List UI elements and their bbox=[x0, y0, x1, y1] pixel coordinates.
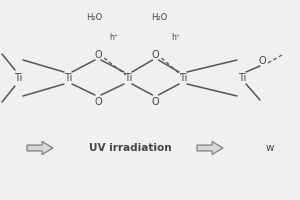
Text: h⁺: h⁺ bbox=[110, 33, 118, 43]
Text: H₂O: H₂O bbox=[152, 14, 168, 22]
Text: h⁺: h⁺ bbox=[171, 33, 180, 43]
Text: O: O bbox=[258, 56, 266, 66]
Text: O: O bbox=[94, 50, 102, 60]
Text: H₂O: H₂O bbox=[86, 14, 102, 22]
Text: Ti: Ti bbox=[238, 73, 246, 83]
Text: UV irradiation: UV irradiation bbox=[89, 143, 171, 153]
Text: Ti: Ti bbox=[64, 73, 72, 83]
Text: Ti: Ti bbox=[124, 73, 132, 83]
Text: Ti: Ti bbox=[14, 73, 22, 83]
Polygon shape bbox=[197, 142, 223, 154]
Text: O: O bbox=[152, 50, 159, 60]
Text: O: O bbox=[94, 97, 102, 107]
Text: O: O bbox=[152, 97, 159, 107]
Polygon shape bbox=[27, 142, 53, 154]
Text: w: w bbox=[266, 143, 274, 153]
Text: Ti: Ti bbox=[179, 73, 187, 83]
